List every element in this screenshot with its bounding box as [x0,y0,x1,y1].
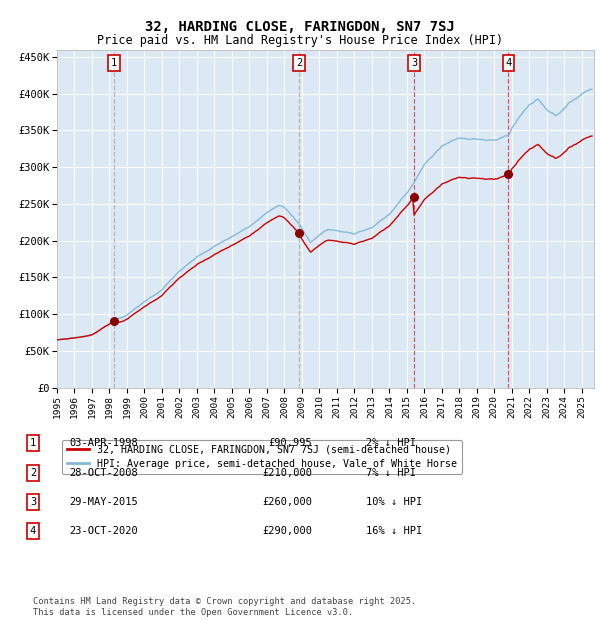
Text: 2: 2 [296,58,302,68]
Text: £290,000: £290,000 [262,526,312,536]
Text: Price paid vs. HM Land Registry's House Price Index (HPI): Price paid vs. HM Land Registry's House … [97,34,503,47]
Legend: 32, HARDING CLOSE, FARINGDON, SN7 7SJ (semi-detached house), HPI: Average price,: 32, HARDING CLOSE, FARINGDON, SN7 7SJ (s… [62,440,462,474]
Text: 16% ↓ HPI: 16% ↓ HPI [366,526,422,536]
Text: 4: 4 [30,526,36,536]
Text: 2: 2 [30,468,36,478]
Text: 28-OCT-2008: 28-OCT-2008 [69,468,138,478]
Text: Contains HM Land Registry data © Crown copyright and database right 2025.
This d: Contains HM Land Registry data © Crown c… [33,598,416,617]
Text: 7% ↓ HPI: 7% ↓ HPI [366,468,416,478]
Text: £90,995: £90,995 [268,438,312,448]
Text: 1: 1 [30,438,36,448]
Text: 1: 1 [111,58,117,68]
Text: 3: 3 [411,58,417,68]
Text: 2% ↓ HPI: 2% ↓ HPI [366,438,416,448]
Text: £260,000: £260,000 [262,497,312,507]
Text: 23-OCT-2020: 23-OCT-2020 [69,526,138,536]
Text: 29-MAY-2015: 29-MAY-2015 [69,497,138,507]
Text: 32, HARDING CLOSE, FARINGDON, SN7 7SJ: 32, HARDING CLOSE, FARINGDON, SN7 7SJ [145,20,455,34]
Text: 10% ↓ HPI: 10% ↓ HPI [366,497,422,507]
Text: 4: 4 [505,58,512,68]
Text: 3: 3 [30,497,36,507]
Text: 03-APR-1998: 03-APR-1998 [69,438,138,448]
Text: £210,000: £210,000 [262,468,312,478]
